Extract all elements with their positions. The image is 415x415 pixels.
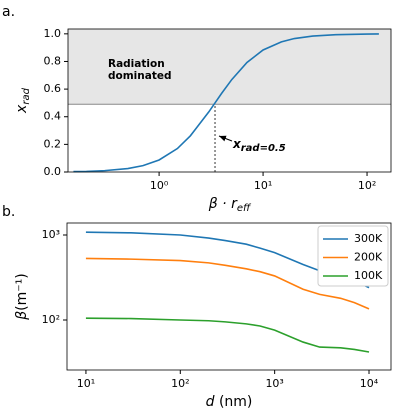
region-label: Radiation (108, 58, 165, 70)
legend-label: 100K (354, 269, 383, 282)
label-rest: (nm) (215, 394, 253, 410)
series-line (85, 257, 370, 310)
y-tick-label: 10² (42, 313, 60, 326)
x-tick-label: 10² (358, 179, 376, 192)
y-tick-label: 10³ (42, 228, 60, 241)
y-tick-label: 0.2 (44, 137, 62, 150)
legend-label: 300K (354, 232, 383, 245)
y-tick-label: 0.8 (44, 54, 62, 67)
annotation-arrow (218, 135, 233, 142)
series-line (85, 317, 370, 353)
panel-label: b. (2, 204, 15, 220)
panel-label: a. (2, 4, 15, 20)
label-main: d (206, 394, 215, 410)
label-sub: rad=0.5 (241, 143, 286, 154)
label-main: x (232, 137, 242, 151)
axes-frame (67, 28, 392, 173)
x-tick-label: 10¹ (254, 179, 272, 192)
x-axis-label: β · reff (208, 196, 252, 214)
x-axis-label: d (nm) (206, 394, 253, 410)
label-main: β (14, 311, 30, 321)
x-tick-label: 10⁴ (360, 377, 379, 390)
label-main: x (14, 104, 30, 114)
y-axis-label: xrad (14, 87, 32, 114)
y-tick-label: 1.0 (44, 27, 62, 40)
annotation: xrad=0.5 (232, 137, 286, 155)
x-tick-label: 10³ (265, 377, 283, 390)
x-tick-label: 10² (171, 377, 189, 390)
y-tick-label: 0.0 (44, 165, 62, 178)
axes-frame (66, 222, 392, 371)
x-tick-label: 10⁰ (150, 179, 169, 192)
x-tick-label: 10¹ (77, 377, 95, 390)
shaded-region (68, 29, 391, 105)
legend-label: 200K (354, 251, 383, 264)
y-axis-label: β(m⁻¹) (14, 273, 30, 321)
curve (73, 33, 379, 173)
region-label: dominated (108, 70, 172, 82)
y-tick-label: 0.6 (44, 82, 62, 95)
y-tick-label: 0.4 (44, 110, 62, 123)
label-rest: (m⁻¹) (14, 273, 30, 311)
legend-box (317, 225, 389, 287)
label-sub: eff (237, 203, 252, 214)
label-sub: rad (21, 87, 32, 104)
label-main: β · r (208, 196, 238, 212)
